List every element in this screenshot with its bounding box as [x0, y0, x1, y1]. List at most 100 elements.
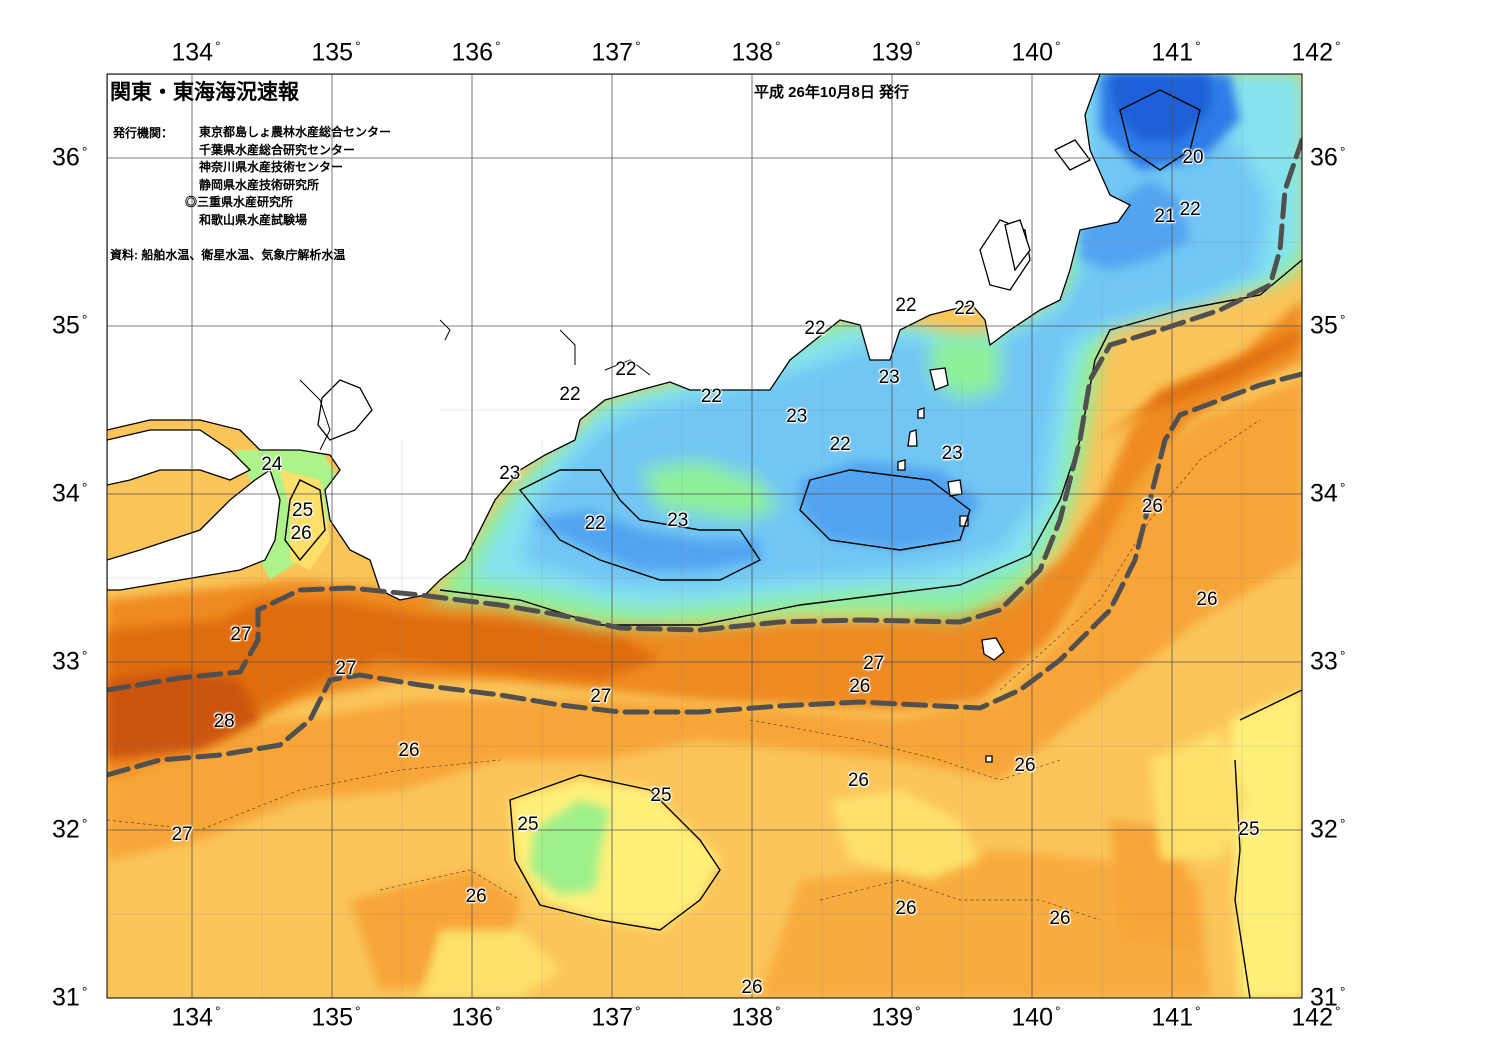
degree-sign: ° [635, 38, 641, 54]
isotherm-label: 27 [590, 686, 612, 708]
lon-label-top-value: 134 [171, 38, 214, 67]
lon-label-bottom: 142 ° [1291, 1003, 1340, 1032]
kuroshio-axis [107, 137, 1302, 778]
publisher-item: 和歌山県水産試験場 [199, 212, 308, 227]
isotherm-label: 26 [847, 770, 869, 792]
isotherm-label: 27 [171, 824, 193, 846]
degree-sign: ° [1335, 1003, 1341, 1019]
lat-label-left: 35 ° [52, 311, 87, 340]
degree-sign: ° [1339, 143, 1346, 160]
isotherm-label: 27 [230, 624, 252, 646]
lat-label-right: 31 ° [1310, 983, 1345, 1012]
lat-label-left-value: 32 [52, 815, 80, 844]
degree-sign: ° [81, 647, 88, 664]
publisher-list: 東京都島しょ農林水産総合センター 千葉県水産総合研究センター 神奈川県水産技術セ… [185, 124, 391, 229]
degree-sign: ° [1339, 983, 1346, 1000]
lon-label-bottom-value: 137 [591, 1003, 634, 1032]
isotherm-label: 25 [650, 785, 672, 807]
degree-sign: ° [81, 143, 88, 160]
lon-label-top: 137 ° [591, 38, 640, 67]
lon-label-bottom-value: 136 [451, 1003, 494, 1032]
degree-sign: ° [915, 1003, 921, 1019]
degree-sign: ° [81, 983, 88, 1000]
lon-label-bottom: 135 ° [311, 1003, 360, 1032]
isotherm-label: 26 [849, 676, 871, 698]
isotherm-label: 22 [1179, 199, 1201, 221]
lat-label-right-value: 35 [1310, 311, 1338, 340]
lat-label-left: 32 ° [52, 815, 87, 844]
isotherm-label: 23 [667, 509, 689, 531]
lat-label-left-value: 31 [52, 983, 80, 1012]
land-honshu-kii [107, 74, 1131, 601]
lon-label-top-value: 136 [451, 38, 494, 67]
degree-sign: ° [1339, 479, 1346, 496]
isotherm-label: 26 [1014, 755, 1036, 777]
degree-sign: ° [1339, 311, 1346, 328]
lon-label-bottom-value: 135 [311, 1003, 354, 1032]
lat-label-left-value: 34 [52, 479, 80, 508]
lon-label-top-value: 140 [1011, 38, 1054, 67]
isotherm-label: 22 [559, 383, 581, 405]
lat-label-left: 36 ° [52, 143, 87, 172]
isotherm-label: 22 [895, 294, 917, 316]
isotherm-label: 23 [786, 405, 808, 427]
publisher-item: 静岡県水産技術研究所 [199, 177, 320, 192]
lon-label-bottom-value: 142 [1291, 1003, 1334, 1032]
lat-label-right: 32 ° [1310, 815, 1345, 844]
isotherm-label: 23 [878, 367, 900, 389]
degree-sign: ° [81, 311, 88, 328]
degree-sign: ° [355, 38, 361, 54]
isotherm-label: 22 [700, 385, 722, 407]
lat-label-left-value: 36 [52, 143, 80, 172]
degree-sign: ° [495, 1003, 501, 1019]
lon-label-bottom: 137 ° [591, 1003, 640, 1032]
lon-label-bottom-value: 140 [1011, 1003, 1054, 1032]
graticule-fine [107, 74, 1302, 998]
lon-label-bottom-value: 138 [731, 1003, 774, 1032]
degree-sign: ° [915, 38, 921, 54]
lat-label-left-value: 33 [52, 647, 80, 676]
land-kozushima [897, 459, 906, 471]
lon-label-bottom: 138 ° [731, 1003, 780, 1032]
isotherm-label: 22 [954, 298, 976, 320]
lon-label-bottom-value: 141 [1151, 1003, 1194, 1032]
land-shikoku-coast-detail [107, 429, 252, 486]
lon-label-top: 140 ° [1011, 38, 1060, 67]
cool-eddy-green [530, 800, 610, 895]
land-hachijojima [981, 637, 1005, 661]
lon-label-top: 141 ° [1151, 38, 1200, 67]
land-niijima [907, 429, 918, 447]
issue-date: 平成 26年10月8日 発行 [754, 84, 910, 101]
degree-sign: ° [1195, 1003, 1201, 1019]
degree-sign: ° [775, 38, 781, 54]
degree-sign: ° [355, 1003, 361, 1019]
isotherm-label: 26 [398, 740, 420, 762]
degree-sign: ° [215, 38, 221, 54]
isotherm-label: 22 [584, 513, 606, 535]
isotherm-label: 26 [1141, 496, 1163, 518]
isotherm-label: 27 [863, 652, 885, 674]
isotherm-label: 24 [261, 454, 283, 476]
degree-sign: ° [215, 1003, 221, 1019]
isotherm-label: 25 [292, 499, 314, 521]
degree-sign: ° [1055, 1003, 1061, 1019]
isotherm-label: 22 [804, 318, 826, 340]
lon-label-bottom-value: 134 [171, 1003, 214, 1032]
lon-label-bottom: 140 ° [1011, 1003, 1060, 1032]
lat-label-left: 31 ° [52, 983, 87, 1012]
isotherm-minor [107, 419, 1261, 921]
lat-label-right: 33 ° [1310, 647, 1345, 676]
lon-label-bottom-value: 139 [871, 1003, 914, 1032]
lat-label-left-value: 35 [52, 311, 80, 340]
degree-sign: ° [495, 38, 501, 54]
degree-sign: ° [1339, 647, 1346, 664]
lon-label-top-value: 139 [871, 38, 914, 67]
lon-label-top: 134 ° [171, 38, 220, 67]
lon-label-bottom: 141 ° [1151, 1003, 1200, 1032]
zone-20 [1110, 74, 1210, 140]
publisher-item-lead: ◎三重県水産研究所 [185, 195, 294, 209]
isotherm-label: 23 [941, 442, 963, 464]
lon-label-top: 138 ° [731, 38, 780, 67]
lon-label-top-value: 141 [1151, 38, 1194, 67]
